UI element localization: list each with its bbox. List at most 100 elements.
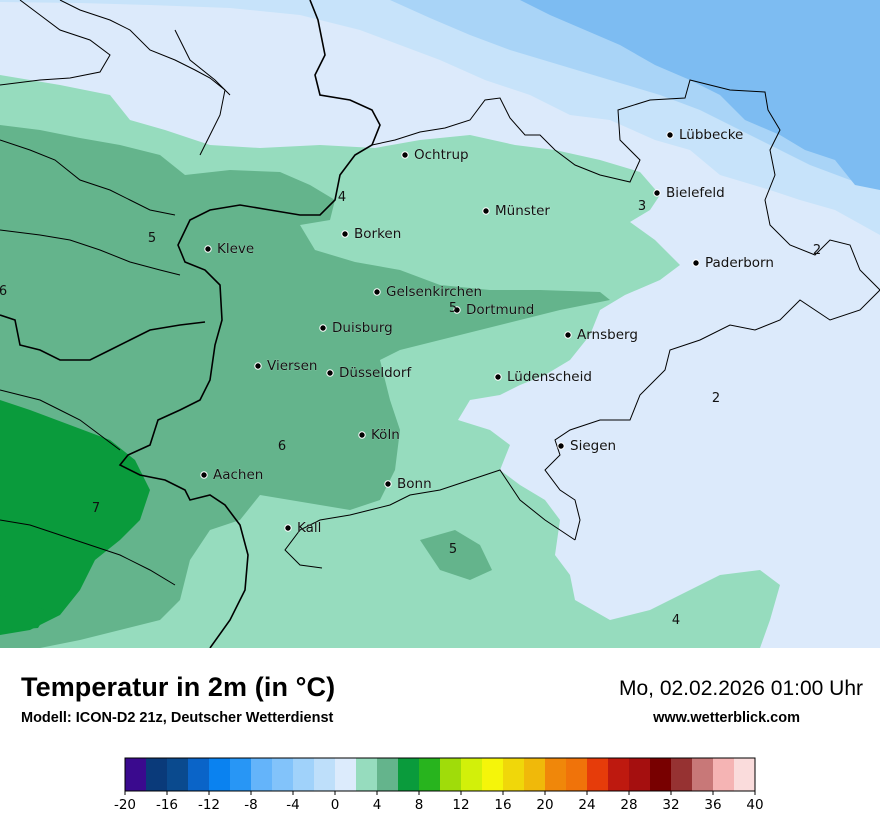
city-marker: Köln [358, 427, 400, 443]
city-dot [284, 524, 292, 532]
city-marker: Lüdenscheid [494, 369, 592, 385]
legend-swatch [608, 758, 630, 791]
legend-swatch [713, 758, 735, 791]
legend-swatch [692, 758, 714, 791]
legend-tick-label: 24 [578, 797, 595, 813]
city-marker: Bonn [384, 476, 432, 492]
legend-tick-label: 4 [373, 797, 382, 813]
map-title: Temperatur in 2m (in °C) [21, 672, 336, 702]
warmest-region [0, 400, 150, 635]
isoline-label: 5 [449, 301, 457, 316]
nl-be-border [0, 314, 206, 361]
state-border-north [371, 79, 880, 291]
isoline-label: 5 [449, 542, 457, 557]
city-label: Ochtrup [414, 147, 469, 163]
city-marker: Ochtrup [401, 147, 469, 163]
city-dot [557, 442, 565, 450]
isoline-label: 5 [148, 231, 156, 246]
city-label: Viersen [267, 358, 317, 374]
isoline-label: 4 [338, 190, 346, 205]
legend-swatch [335, 758, 357, 791]
city-dot [564, 331, 572, 339]
legend-swatch [356, 758, 378, 791]
city-dot [341, 230, 349, 238]
isoline-label: 2 [813, 243, 821, 258]
legend-tick-label: 8 [415, 797, 424, 813]
legend-tick-label: -20 [114, 797, 136, 813]
city-label: Düsseldorf [339, 365, 412, 381]
legend-tick-label: 40 [746, 797, 763, 813]
model-info: Modell: ICON-D2 21z, Deutscher Wetterdie… [21, 710, 334, 726]
state-border-east [544, 289, 880, 541]
isoline-labels: 4 3 5 2 6 5 2 6 7 5 4 [0, 190, 821, 628]
city-marker: Lübbecke [666, 127, 744, 143]
country-border [118, 0, 381, 648]
legend-swatch [629, 758, 651, 791]
legend-swatch [293, 758, 315, 791]
be-border [0, 389, 121, 451]
warm-blob [420, 530, 492, 580]
legend-swatch [398, 758, 420, 791]
legend-swatch [524, 758, 546, 791]
legend-swatch [671, 758, 693, 791]
warm-region [0, 125, 610, 648]
city-dot [653, 189, 661, 197]
city-marker: Gelsenkirchen [373, 284, 482, 300]
legend-swatch [461, 758, 483, 791]
de-nl-coast-border [174, 29, 231, 96]
city-label: Arnsberg [577, 327, 638, 343]
legend-tick-label: 12 [452, 797, 469, 813]
temperature-map: Lübbecke Ochtrup Bielefeld Münster Borken Kle… [0, 0, 880, 648]
legend-swatch [314, 758, 336, 791]
city-dot [319, 324, 327, 332]
legend-tick-label: -8 [244, 797, 257, 813]
cold-region-sky [520, 0, 880, 190]
legend-swatch [146, 758, 168, 791]
legend-tick-label: 0 [331, 797, 340, 813]
state-border-south [284, 469, 576, 569]
legend-tick-label: 28 [620, 797, 637, 813]
isoline-label: 6 [0, 284, 7, 299]
legend-swatch [545, 758, 567, 791]
city-marker: Dortmund [453, 302, 535, 318]
nl-province-mid [59, 0, 226, 156]
legend-swatch [230, 758, 252, 791]
city-label: Lüdenscheid [507, 369, 592, 385]
legend-swatch [188, 758, 210, 791]
isoline-label: 7 [92, 501, 100, 516]
legend-swatch [251, 758, 273, 791]
city-label: Borken [354, 226, 401, 242]
city-dot [453, 306, 461, 314]
city-dot [326, 369, 334, 377]
city-marker: Siegen [557, 438, 616, 454]
legend-swatch [650, 758, 672, 791]
isoline-label: 2 [712, 391, 720, 406]
legend-swatch [209, 758, 231, 791]
isoline-label: 4 [672, 613, 680, 628]
city-label: Kall [297, 520, 321, 536]
nl-province-north [0, 0, 111, 86]
city-label: Münster [495, 203, 550, 219]
city-marker: Bielefeld [653, 185, 725, 201]
city-dot [692, 259, 700, 267]
legend-swatch [419, 758, 441, 791]
nl-province-south [0, 139, 176, 216]
legend-swatch [587, 758, 609, 791]
city-marker: Kleve [204, 241, 255, 257]
city-marker: Münster [482, 203, 551, 219]
city-marker: Arnsberg [564, 327, 638, 343]
website-link[interactable]: www.wetterblick.com [653, 710, 800, 726]
legend-tick-label: -4 [286, 797, 299, 813]
legend-tick-label: 16 [494, 797, 511, 813]
city-label: Aachen [213, 467, 263, 483]
city-label: Dortmund [466, 302, 534, 318]
city-marker: Paderborn [692, 255, 774, 271]
city-dot [494, 373, 502, 381]
legend-swatch [482, 758, 504, 791]
city-label: Paderborn [705, 255, 774, 271]
legend-swatch [566, 758, 588, 791]
nl-province-limburg [0, 229, 181, 276]
city-dot [373, 288, 381, 296]
legend-swatch [167, 758, 189, 791]
map-canvas: Lübbecke Ochtrup Bielefeld Münster Borken Kle… [0, 0, 880, 648]
